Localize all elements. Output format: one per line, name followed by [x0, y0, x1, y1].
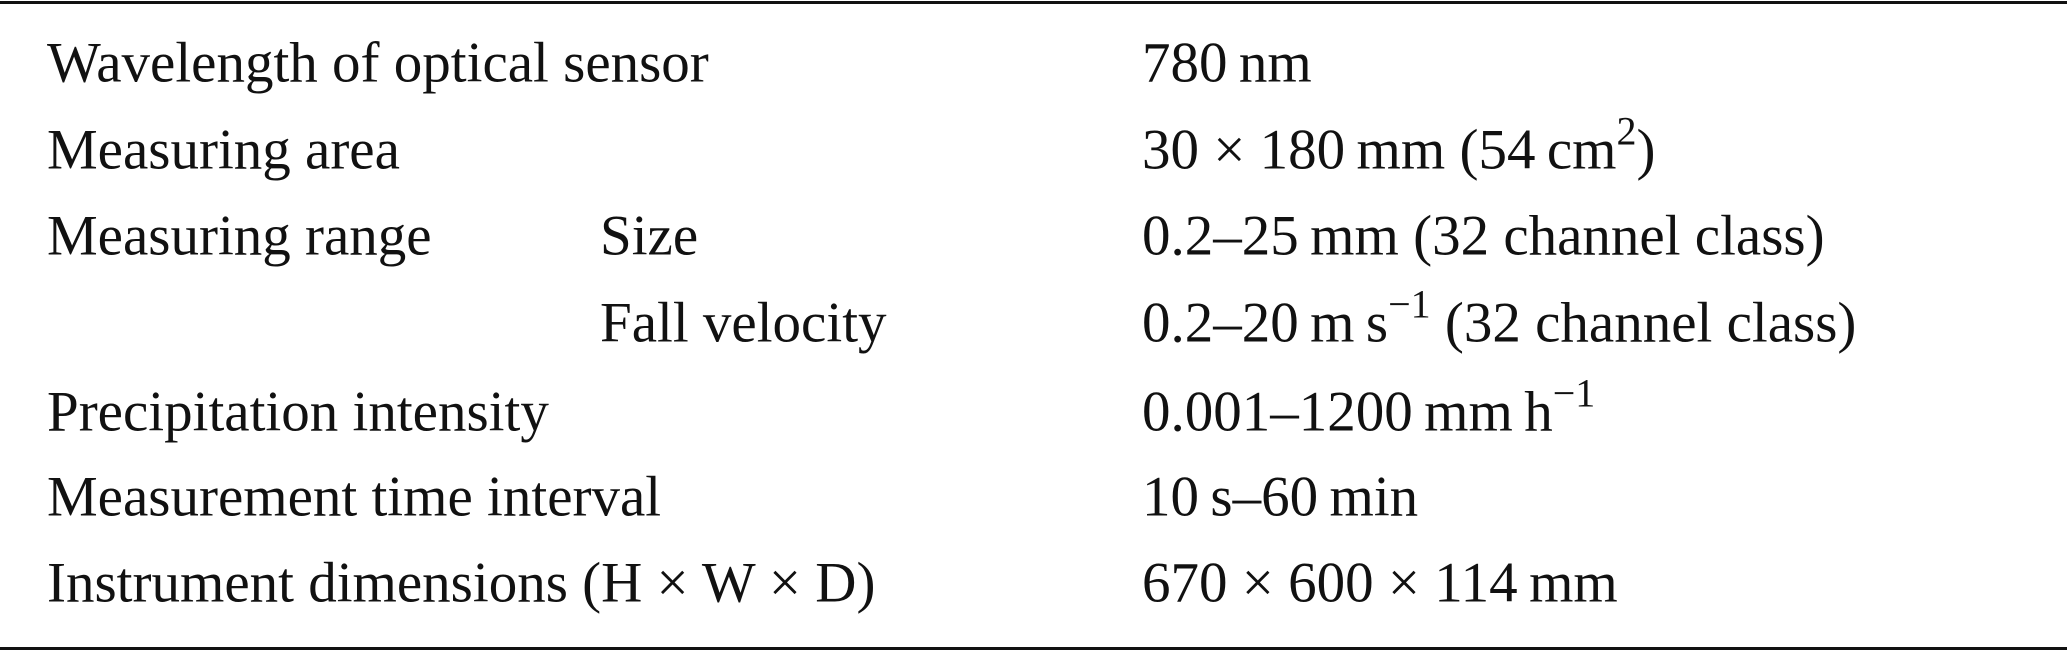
value-text: 670 × 600 × 114 mm — [1142, 551, 1618, 615]
row-value: 30 × 180 mm (54 cm2) — [1142, 111, 1656, 182]
row-value: 780 nm — [1142, 35, 1312, 92]
row-value: 10 s–60 min — [1142, 469, 1418, 526]
value-superscript: −1 — [1388, 281, 1431, 327]
row-label: Measuring area — [47, 118, 400, 182]
row-value: 670 × 600 × 114 mm — [1142, 555, 1618, 612]
value-text: 0.2–25 mm (32 channel class) — [1142, 204, 1825, 268]
row-label: Wavelength of optical sensor — [47, 31, 709, 95]
bottom-rule — [0, 647, 2067, 650]
row-label: Precipitation intensity — [47, 380, 549, 444]
value-text: (32 channel class) — [1430, 291, 1857, 355]
row-label: Instrument dimensions (H × W × D) — [47, 551, 876, 615]
row-label: Measuring range — [47, 204, 432, 268]
value-text: 10 s–60 min — [1142, 465, 1419, 529]
value-superscript: 2 — [1616, 108, 1637, 154]
row-value: 0.2–20 m s−1 (32 channel class) — [1142, 284, 1857, 355]
value-text: 0.2–20 m s — [1142, 291, 1389, 355]
row-value: 0.2–25 mm (32 channel class) — [1142, 208, 1825, 265]
value-superscript: −1 — [1552, 370, 1596, 416]
value-text: 780 nm — [1142, 31, 1312, 95]
row-sublabel: Size — [600, 204, 699, 268]
value-text: 30 × 180 mm (54 cm — [1142, 118, 1617, 182]
row-value: 0.001–1200 mm h−1 — [1142, 373, 1595, 444]
row-label: Measurement time interval — [47, 465, 662, 529]
value-text: 0.001–1200 mm h — [1142, 380, 1553, 444]
top-rule — [0, 1, 2067, 4]
value-text: ) — [1636, 118, 1656, 182]
row-sublabel: Fall velocity — [600, 291, 887, 355]
